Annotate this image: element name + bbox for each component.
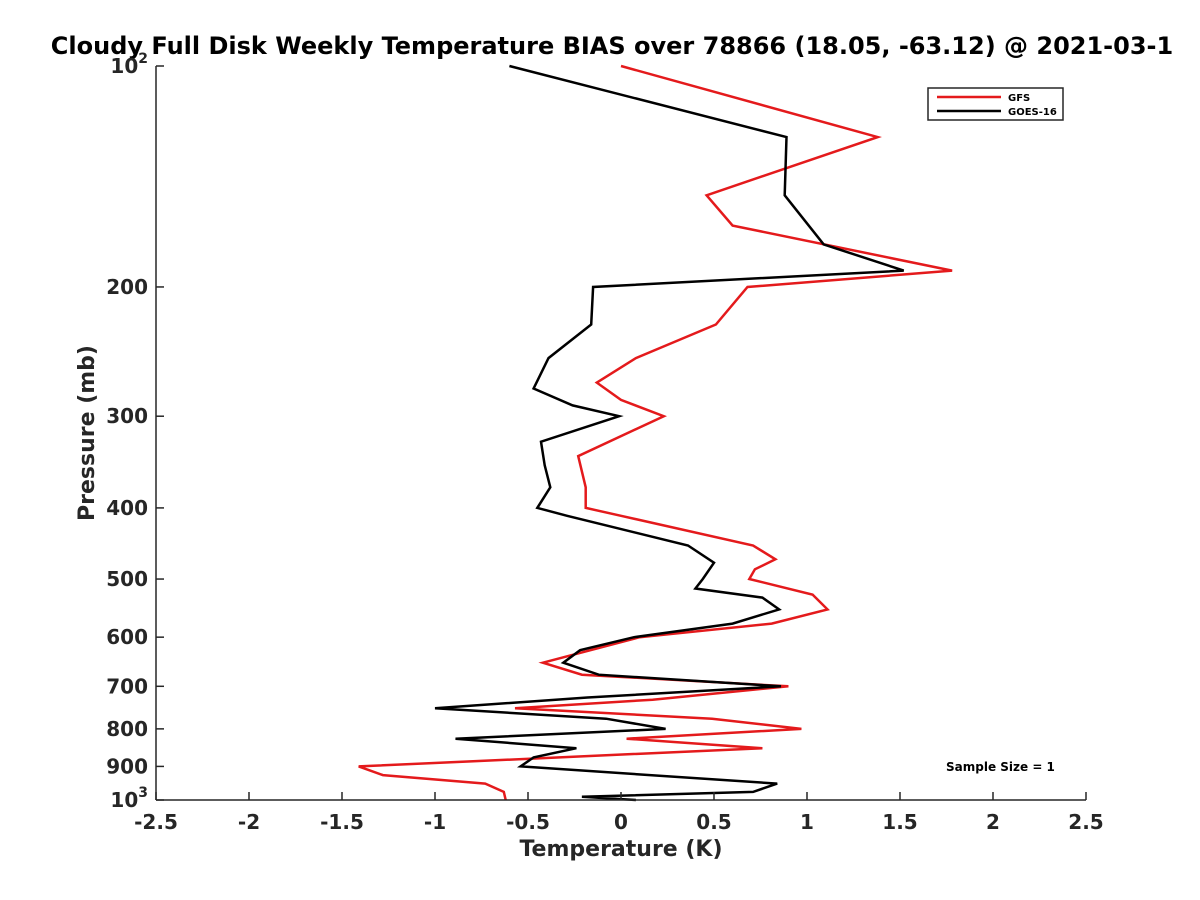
chart-title: Cloudy Full Disk Weekly Temperature BIAS… bbox=[51, 32, 1173, 60]
x-ticks: -2.5 -2 -1.5 -1 -0.5 0 0.5 1 1.5 2 2.5 bbox=[134, 792, 1104, 834]
sample-size-annotation: Sample Size = 1 bbox=[946, 760, 1055, 774]
y-tick-label: 300 bbox=[106, 404, 148, 428]
legend-label-gfs: GFS bbox=[1008, 93, 1030, 104]
y-tick-label: 400 bbox=[106, 496, 148, 520]
y-tick-label: 900 bbox=[106, 754, 148, 778]
legend: GFS GOES-16 bbox=[927, 87, 1064, 121]
x-tick-label: 0.5 bbox=[696, 810, 731, 834]
y-tick-label: 800 bbox=[106, 717, 148, 741]
series-line-goes-16 bbox=[434, 64, 905, 802]
x-tick-label: 2 bbox=[986, 810, 1000, 834]
series-line-gfs bbox=[358, 64, 953, 801]
plot-lines bbox=[358, 64, 953, 802]
y-tick-label: 102 bbox=[110, 51, 148, 78]
y-ticks: 102 200 300 400 500 600 700 800 900 103 bbox=[106, 51, 164, 812]
x-tick-label: -1.5 bbox=[320, 810, 364, 834]
x-tick-label: 1.5 bbox=[882, 810, 917, 834]
legend-label-goes16: GOES-16 bbox=[1008, 107, 1057, 118]
x-tick-label: 2.5 bbox=[1068, 810, 1103, 834]
x-tick-label: -2 bbox=[238, 810, 260, 834]
y-tick-label: 500 bbox=[106, 567, 148, 591]
x-tick-label: 0 bbox=[614, 810, 628, 834]
y-tick-label: 700 bbox=[106, 674, 148, 698]
y-axis-label: Pressure (mb) bbox=[75, 345, 100, 521]
x-tick-label: -2.5 bbox=[134, 810, 178, 834]
y-tick-label: 600 bbox=[106, 625, 148, 649]
x-tick-label: 1 bbox=[800, 810, 814, 834]
y-tick-label: 200 bbox=[106, 275, 148, 299]
legend-box bbox=[927, 87, 1064, 121]
x-tick-label: -1 bbox=[424, 810, 446, 834]
x-tick-label: -0.5 bbox=[506, 810, 550, 834]
y-tick-label: 103 bbox=[110, 785, 148, 812]
x-axis-label: Temperature (K) bbox=[519, 837, 722, 862]
